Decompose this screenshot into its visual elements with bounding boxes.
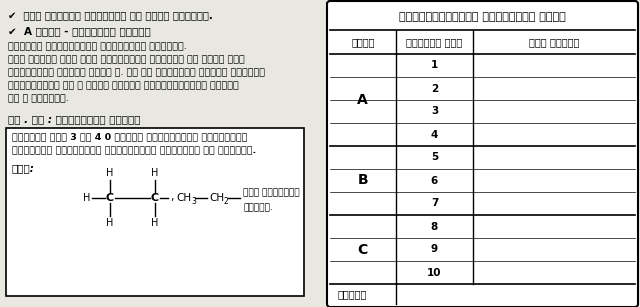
Text: H: H xyxy=(83,193,90,203)
Text: 8: 8 xyxy=(431,221,438,231)
Text: බව ජ සලකන්න.: බව ජ සලකන්න. xyxy=(8,94,68,103)
Text: 6: 6 xyxy=(431,176,438,185)
Text: 4: 4 xyxy=(431,130,438,139)
Text: A: A xyxy=(357,93,368,107)
Text: 10: 10 xyxy=(428,267,442,278)
Text: කාර්බන් සම්මිශ්ර ඉකාරයකින් නිරුපනය කප හේකියි.: කාර්බන් සම්මිශ්ර ඉකාරයකින් නිරුපනය කප හේ… xyxy=(12,146,256,155)
Text: B: B xyxy=(358,173,368,188)
Text: H: H xyxy=(106,168,114,178)
Bar xyxy=(6,128,304,296)
Text: CH: CH xyxy=(176,193,191,203)
Text: ,: , xyxy=(170,192,173,202)
Text: H: H xyxy=(106,218,114,228)
Text: ✔  A කොටස - වූයවහාර රැශනා: ✔ A කොටස - වූයවහාර රැශනා xyxy=(8,26,151,36)
Text: සියලුම ප්‍රශ්නහලට පිලිතුරු සපයන්න.: සියලුම ප්‍රශ්නහලට පිලිතුරු සපයන්න. xyxy=(8,42,187,51)
Text: හැකිය.: හැකිය. xyxy=(243,204,273,212)
Text: 1: 1 xyxy=(431,60,438,71)
Text: ප්‍රමාණවත් බව ජ දීරඊ උත්තර බලාපොර්තකු තොලවන: ප්‍රමාණවත් බව ජ දීරඊ උත්තර බලාපොර්තකු ත… xyxy=(8,81,239,90)
Text: 2: 2 xyxy=(224,197,228,207)
Text: සේ . යු : උදාහරයක් කොටුව: සේ . යු : උදාහරයක් කොටුව xyxy=(8,114,141,124)
Text: ලෙස දැක්ළිය: ලෙස දැක්ළිය xyxy=(243,188,300,197)
Text: ආපේ උත්තර ඇක් ඇක් ප්‍රශ්නයට පහළින් ඉබ සලසා ඇති: ආපේ උත්තර ඇක් ඇක් ප්‍රශ්නයට පහළින් ඉබ සල… xyxy=(8,55,244,64)
Text: කොටස: කොටස xyxy=(351,37,374,47)
Text: ප්‍රශ්න අංක 3 සහ 4 0 උත්තර සපයකින්දි ඇල්කයිල්: ප්‍රශ්න අංක 3 සහ 4 0 උත්තර සපයකින්දි ඇල්… xyxy=(12,132,248,141)
Text: H: H xyxy=(151,168,159,178)
Text: 9: 9 xyxy=(431,244,438,255)
Text: 5: 5 xyxy=(431,153,438,162)
Text: H: H xyxy=(151,218,159,228)
Text: ✔  ගණක යන්ත්ර හාස්තයට ඉබ දෙනු තෞලුකේ.: ✔ ගණක යන්ත්ර හාස්තයට ඉබ දෙනු තෞලුකේ. xyxy=(8,10,212,20)
Text: 3: 3 xyxy=(431,107,438,116)
Text: C: C xyxy=(358,243,368,257)
Text: එකතුව: එකතුව xyxy=(338,289,367,299)
Text: පරික්‍ෂකායොය් ප්‍රයෝජනය සදහා: පරික්‍ෂකායොය් ප්‍රයෝජනය සදහා xyxy=(399,12,566,22)
Text: ප්‍රශ්න අංක: ප්‍රශ්න අංක xyxy=(406,37,463,47)
Text: ්ලො:: ්ලො: xyxy=(12,163,35,173)
Text: ක්‍රාන්වල ලිළිය යුතු ය. මේ ඉබ ප්‍රමාණය උත්තර ලිළිමට: ක්‍රාන්වල ලිළිය යුතු ය. මේ ඉබ ප්‍රමාණය උ… xyxy=(8,68,265,77)
Text: 3: 3 xyxy=(191,197,196,207)
Text: C: C xyxy=(151,193,159,203)
Text: C: C xyxy=(106,193,114,203)
Text: CH: CH xyxy=(209,193,224,203)
Text: 2: 2 xyxy=(431,84,438,94)
FancyBboxPatch shape xyxy=(327,1,638,307)
Text: 7: 7 xyxy=(431,199,438,208)
Text: ඇලු ලකුණු: ඇලු ලකුණු xyxy=(529,37,579,47)
